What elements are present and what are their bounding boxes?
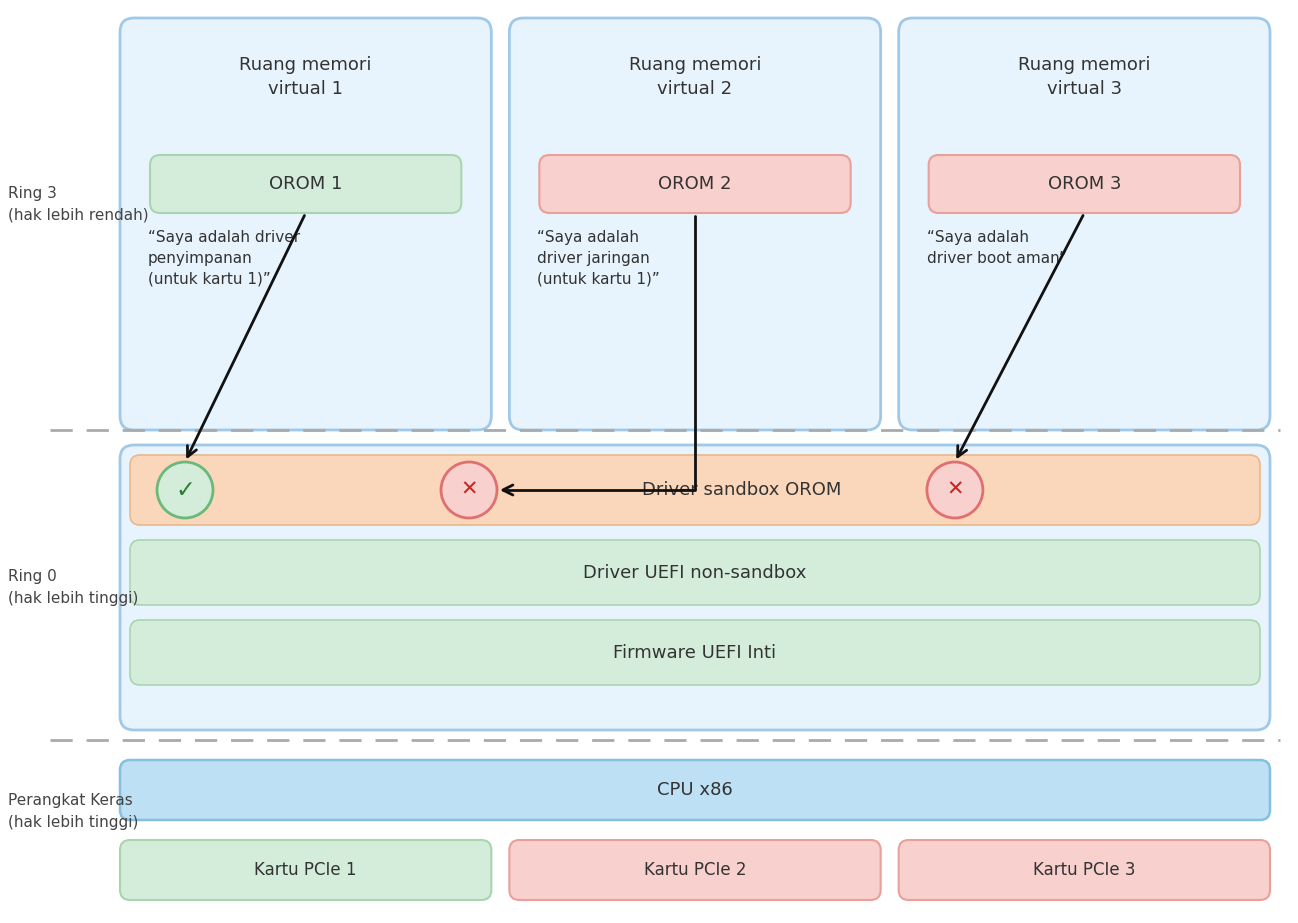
- FancyBboxPatch shape: [119, 840, 492, 900]
- Text: OROM 2: OROM 2: [658, 175, 732, 193]
- Text: “Saya adalah
driver jaringan
(untuk kartu 1)”: “Saya adalah driver jaringan (untuk kart…: [537, 230, 661, 287]
- Text: “Saya adalah driver
penyimpanan
(untuk kartu 1)”: “Saya adalah driver penyimpanan (untuk k…: [148, 230, 300, 287]
- Text: Ruang memori
virtual 3: Ruang memori virtual 3: [1018, 56, 1150, 98]
- Text: CPU x86: CPU x86: [657, 781, 733, 799]
- Text: Driver UEFI non-sandbox: Driver UEFI non-sandbox: [583, 564, 806, 581]
- Text: Kartu PCIe 1: Kartu PCIe 1: [254, 861, 357, 879]
- Text: OROM 3: OROM 3: [1047, 175, 1121, 193]
- Text: Driver sandbox OROM: Driver sandbox OROM: [643, 481, 841, 499]
- Text: Firmware UEFI Inti: Firmware UEFI Inti: [614, 643, 776, 662]
- Text: ✕: ✕: [461, 480, 478, 500]
- Text: Ring 0
(hak lebih tinggi): Ring 0 (hak lebih tinggi): [8, 569, 139, 605]
- FancyBboxPatch shape: [130, 540, 1260, 605]
- FancyBboxPatch shape: [898, 840, 1269, 900]
- FancyBboxPatch shape: [119, 445, 1269, 730]
- FancyBboxPatch shape: [119, 18, 492, 430]
- Text: Kartu PCIe 3: Kartu PCIe 3: [1033, 861, 1136, 879]
- Text: Perangkat Keras
(hak lebih tinggi): Perangkat Keras (hak lebih tinggi): [8, 794, 139, 830]
- FancyBboxPatch shape: [130, 620, 1260, 685]
- Text: ✕: ✕: [946, 480, 963, 500]
- FancyBboxPatch shape: [509, 18, 880, 430]
- Circle shape: [157, 462, 213, 518]
- Text: “Saya adalah
driver boot aman”: “Saya adalah driver boot aman”: [927, 230, 1067, 266]
- Text: Ruang memori
virtual 2: Ruang memori virtual 2: [628, 56, 761, 98]
- Text: Kartu PCIe 2: Kartu PCIe 2: [644, 861, 746, 879]
- Text: OROM 1: OROM 1: [269, 175, 343, 193]
- FancyBboxPatch shape: [151, 155, 461, 213]
- Text: Ruang memori
virtual 1: Ruang memori virtual 1: [239, 56, 373, 98]
- FancyBboxPatch shape: [130, 455, 1260, 525]
- Text: Ring 3
(hak lebih rendah): Ring 3 (hak lebih rendah): [8, 186, 149, 222]
- FancyBboxPatch shape: [540, 155, 850, 213]
- Circle shape: [441, 462, 497, 518]
- Circle shape: [927, 462, 983, 518]
- FancyBboxPatch shape: [898, 18, 1269, 430]
- Text: ✓: ✓: [175, 478, 195, 502]
- FancyBboxPatch shape: [119, 760, 1269, 820]
- FancyBboxPatch shape: [928, 155, 1240, 213]
- FancyBboxPatch shape: [509, 840, 880, 900]
